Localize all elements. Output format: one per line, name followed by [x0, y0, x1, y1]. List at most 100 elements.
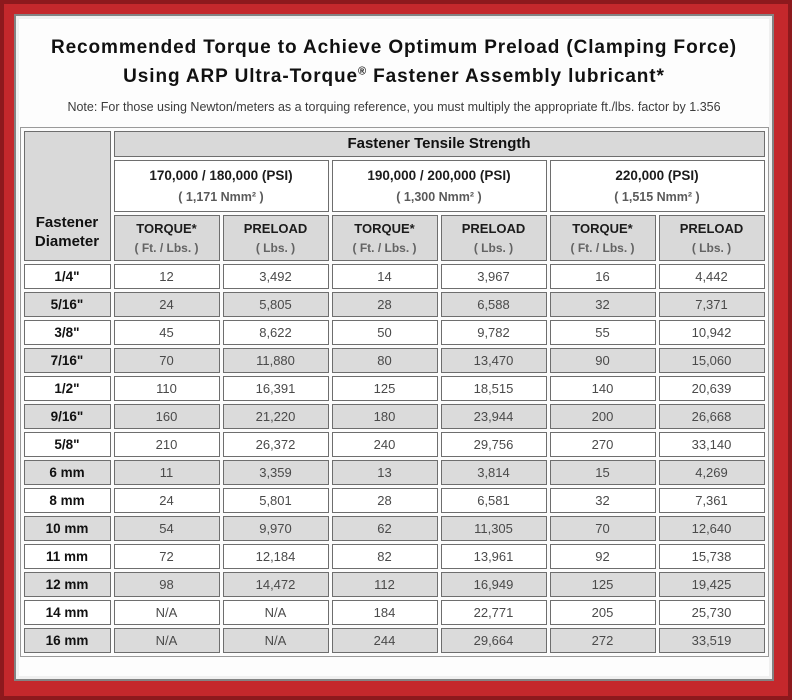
nmm-value: ( 1,300 Nmm² ) — [396, 189, 482, 204]
torque-column-header: TORQUE* ( Ft. / Lbs. ) — [331, 214, 438, 261]
value-cell: 13,470 — [440, 347, 547, 373]
value-cell: 24 — [113, 487, 220, 513]
value-cell: 184 — [331, 599, 438, 625]
preload-column-header: PRELOAD ( Lbs. ) — [440, 214, 547, 261]
nmm-value: ( 1,171 Nmm² ) — [178, 189, 264, 204]
table-row: 12 mm 98 14,472 112 16,949 125 19,425 — [23, 571, 765, 597]
torque-column-header: TORQUE* ( Ft. / Lbs. ) — [549, 214, 656, 261]
torque-column-header: TORQUE* ( Ft. / Lbs. ) — [113, 214, 220, 261]
value-cell: 7,371 — [658, 291, 765, 317]
value-cell: 14,472 — [222, 571, 329, 597]
value-cell: 12,640 — [658, 515, 765, 541]
diameter-cell: 11 mm — [23, 543, 111, 569]
value-cell: 125 — [549, 571, 656, 597]
value-cell: 140 — [549, 375, 656, 401]
diameter-cell: 9/16" — [23, 403, 111, 429]
psi-value: 220,000 (PSI) — [615, 167, 699, 183]
value-cell: 180 — [331, 403, 438, 429]
value-cell: 6,588 — [440, 291, 547, 317]
value-cell: 4,269 — [658, 459, 765, 485]
value-cell: 82 — [331, 543, 438, 569]
value-cell: 33,140 — [658, 431, 765, 457]
value-cell: 20,639 — [658, 375, 765, 401]
value-cell: 16,391 — [222, 375, 329, 401]
value-cell: 3,492 — [222, 263, 329, 289]
table-row: 3/8" 45 8,622 50 9,782 55 10,942 — [23, 319, 765, 345]
value-cell: 10,942 — [658, 319, 765, 345]
value-cell: 240 — [331, 431, 438, 457]
value-cell: 200 — [549, 403, 656, 429]
diameter-cell: 5/16" — [23, 291, 111, 317]
value-cell: 25,730 — [658, 599, 765, 625]
value-cell: 3,359 — [222, 459, 329, 485]
value-cell: 21,220 — [222, 403, 329, 429]
preload-column-header: PRELOAD ( Lbs. ) — [222, 214, 329, 261]
value-cell: 5,805 — [222, 291, 329, 317]
diameter-cell: 3/8" — [23, 319, 111, 345]
value-cell: 11,305 — [440, 515, 547, 541]
table-row: 11 mm 72 12,184 82 13,961 92 15,738 — [23, 543, 765, 569]
diameter-cell: 8 mm — [23, 487, 111, 513]
psi-group-220: 220,000 (PSI) ( 1,515 Nmm² ) — [549, 159, 765, 212]
registered-trademark-symbol: ® — [357, 66, 367, 79]
value-cell: 70 — [113, 347, 220, 373]
value-cell: 272 — [549, 627, 656, 653]
fastener-diameter-header: Fastener Diameter — [23, 130, 111, 261]
table-row: 1/2" 110 16,391 125 18,515 140 20,639 — [23, 375, 765, 401]
tensile-strength-header: Fastener Tensile Strength — [113, 130, 765, 157]
value-cell: 29,756 — [440, 431, 547, 457]
value-cell: 24 — [113, 291, 220, 317]
preload-column-header: PRELOAD ( Lbs. ) — [658, 214, 765, 261]
table-row: 5/8" 210 26,372 240 29,756 270 33,140 — [23, 431, 765, 457]
psi-value: 170,000 / 180,000 (PSI) — [149, 167, 293, 183]
value-cell: 13,961 — [440, 543, 547, 569]
value-cell: 29,664 — [440, 627, 547, 653]
value-cell: 14 — [331, 263, 438, 289]
table-row: 6 mm 11 3,359 13 3,814 15 4,269 — [23, 459, 765, 485]
table-row: 5/16" 24 5,805 28 6,588 32 7,371 — [23, 291, 765, 317]
value-cell: 15 — [549, 459, 656, 485]
value-cell: 125 — [331, 375, 438, 401]
value-cell: 28 — [331, 487, 438, 513]
value-cell: N/A — [222, 627, 329, 653]
diameter-cell: 10 mm — [23, 515, 111, 541]
psi-group-190: 190,000 / 200,000 (PSI) ( 1,300 Nmm² ) — [331, 159, 547, 212]
value-cell: 6,581 — [440, 487, 547, 513]
table-row: 10 mm 54 9,970 62 11,305 70 12,640 — [23, 515, 765, 541]
value-cell: 26,668 — [658, 403, 765, 429]
note-text: Note: For those using Newton/meters as a… — [67, 99, 721, 114]
diameter-cell: 1/4" — [23, 263, 111, 289]
value-cell: 3,967 — [440, 263, 547, 289]
value-cell: 90 — [549, 347, 656, 373]
value-cell: 16 — [549, 263, 656, 289]
value-cell: 3,814 — [440, 459, 547, 485]
value-cell: 9,970 — [222, 515, 329, 541]
table-row: 8 mm 24 5,801 28 6,581 32 7,361 — [23, 487, 765, 513]
value-cell: 22,771 — [440, 599, 547, 625]
value-cell: 16,949 — [440, 571, 547, 597]
value-cell: N/A — [113, 599, 220, 625]
table-row: 9/16" 160 21,220 180 23,944 200 26,668 — [23, 403, 765, 429]
value-cell: 15,738 — [658, 543, 765, 569]
value-cell: 28 — [331, 291, 438, 317]
value-cell: 205 — [549, 599, 656, 625]
value-cell: 50 — [331, 319, 438, 345]
value-cell: 62 — [331, 515, 438, 541]
diameter-cell: 6 mm — [23, 459, 111, 485]
value-cell: 112 — [331, 571, 438, 597]
value-cell: 55 — [549, 319, 656, 345]
value-cell: N/A — [222, 599, 329, 625]
value-cell: 11 — [113, 459, 220, 485]
value-cell: 70 — [549, 515, 656, 541]
value-cell: 11,880 — [222, 347, 329, 373]
value-cell: 33,519 — [658, 627, 765, 653]
table-row: 1/4" 12 3,492 14 3,967 16 4,442 — [23, 263, 765, 289]
value-cell: 32 — [549, 487, 656, 513]
diameter-cell: 12 mm — [23, 571, 111, 597]
page-title: Recommended Torque to Achieve Optimum Pr… — [16, 33, 772, 92]
value-cell: 210 — [113, 431, 220, 457]
value-cell: 15,060 — [658, 347, 765, 373]
value-cell: 7,361 — [658, 487, 765, 513]
table-rows: 1/4" 12 3,492 14 3,967 16 4,442 5/16" 24 5,805 28 6… — [23, 263, 765, 653]
